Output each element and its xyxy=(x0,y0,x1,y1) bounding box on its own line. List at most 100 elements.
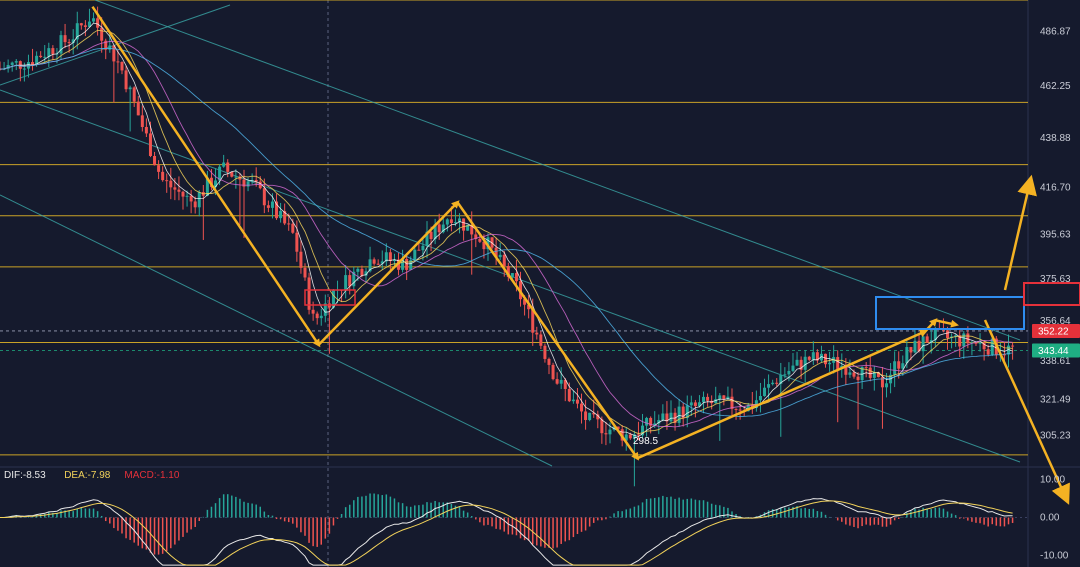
candle-body xyxy=(299,251,303,268)
candle-body xyxy=(575,399,579,404)
candle-body xyxy=(905,347,909,364)
candle-body xyxy=(246,181,250,187)
candle-body xyxy=(67,42,71,44)
candle-body xyxy=(453,222,457,224)
price-tick-label: 321.49 xyxy=(1040,394,1071,405)
candle-body xyxy=(181,191,185,197)
candle-body xyxy=(356,268,360,272)
candle-body xyxy=(478,238,482,242)
candle-body xyxy=(75,23,79,40)
candle-body xyxy=(449,219,453,224)
candle-body xyxy=(641,425,645,436)
candle-body xyxy=(39,55,43,58)
candle-body xyxy=(811,352,815,360)
price-tick-label: 462.25 xyxy=(1040,81,1071,92)
candle-body xyxy=(226,162,230,172)
candle-body xyxy=(775,382,779,384)
candle-body xyxy=(136,101,140,116)
candle-body xyxy=(506,266,510,278)
candle-body xyxy=(116,61,120,63)
price-tick-label: 486.87 xyxy=(1040,26,1071,37)
candle-body xyxy=(697,402,701,407)
candle-body xyxy=(254,179,258,182)
candle-body xyxy=(417,249,421,251)
candle-body xyxy=(376,263,380,265)
candle-body xyxy=(486,237,490,250)
candle-body xyxy=(706,396,710,401)
candle-body xyxy=(384,252,388,262)
price-tick-label: 375.63 xyxy=(1040,274,1071,285)
candle-body xyxy=(897,361,901,369)
candle-body xyxy=(331,290,335,308)
candle-body xyxy=(547,358,551,365)
candle-body xyxy=(10,62,14,65)
candle-body xyxy=(218,166,222,181)
candle-body xyxy=(767,384,771,388)
candle-body xyxy=(632,434,636,439)
candle-body xyxy=(409,260,413,270)
candle-body xyxy=(661,413,665,421)
candle-body xyxy=(990,338,994,355)
candle-body xyxy=(763,387,767,397)
moving-average-line-0 xyxy=(0,22,1013,438)
candle-body xyxy=(795,359,799,366)
candle-body xyxy=(722,395,726,400)
candle-body xyxy=(63,35,67,43)
candle-body xyxy=(230,171,234,177)
candle-body xyxy=(498,254,502,258)
candle-body xyxy=(982,342,986,350)
price-tick-label: 416.70 xyxy=(1040,183,1071,194)
price-badge-label: 343.44 xyxy=(1038,346,1069,357)
candle-body xyxy=(962,333,966,347)
candle-body xyxy=(872,372,876,378)
candle-body xyxy=(860,366,864,381)
candle-body xyxy=(657,420,661,424)
macd-tick-label: 10.00 xyxy=(1040,474,1065,485)
candle-body xyxy=(702,396,706,403)
candle-body xyxy=(787,370,791,375)
candle-body xyxy=(287,223,291,225)
candle-body xyxy=(946,330,950,338)
candle-body xyxy=(242,179,246,187)
candle-body xyxy=(604,433,608,435)
candle-body xyxy=(852,372,856,377)
candle-body xyxy=(608,429,612,435)
price-badge-1 xyxy=(1032,343,1080,358)
candle-body xyxy=(405,258,409,270)
candle-body xyxy=(596,414,600,420)
candle-body xyxy=(79,23,83,26)
candle-body xyxy=(258,181,262,189)
candle-body xyxy=(909,347,913,353)
candle-body xyxy=(502,254,506,267)
candle-body xyxy=(344,275,348,291)
candle-body xyxy=(466,224,470,231)
candle-body xyxy=(352,271,356,287)
candle-body xyxy=(71,39,75,43)
candle-body xyxy=(514,273,518,282)
candle-body xyxy=(685,405,689,419)
candle-body xyxy=(824,353,828,365)
candle-body xyxy=(588,412,592,420)
candle-body xyxy=(738,409,742,411)
candle-body xyxy=(128,87,132,90)
candle-body xyxy=(47,48,51,57)
candle-body xyxy=(714,399,718,404)
candle-body xyxy=(197,192,201,208)
candle-body xyxy=(494,247,498,258)
candle-body xyxy=(96,18,100,28)
candle-body xyxy=(425,231,429,246)
candle-body xyxy=(87,21,91,27)
candle-body xyxy=(758,396,762,401)
candle-body xyxy=(567,388,571,402)
marked-low-label: 298.5 xyxy=(633,436,658,447)
candle-body xyxy=(279,211,283,219)
trend-channel-line-0 xyxy=(0,4,231,86)
candle-body xyxy=(458,218,462,223)
candle-body xyxy=(388,252,392,262)
candle-body xyxy=(856,376,860,381)
candle-body xyxy=(791,365,795,371)
macd-tick-label: 0.00 xyxy=(1040,513,1060,524)
candle-body xyxy=(266,205,270,208)
candle-body xyxy=(584,411,588,420)
candle-body xyxy=(307,277,311,310)
